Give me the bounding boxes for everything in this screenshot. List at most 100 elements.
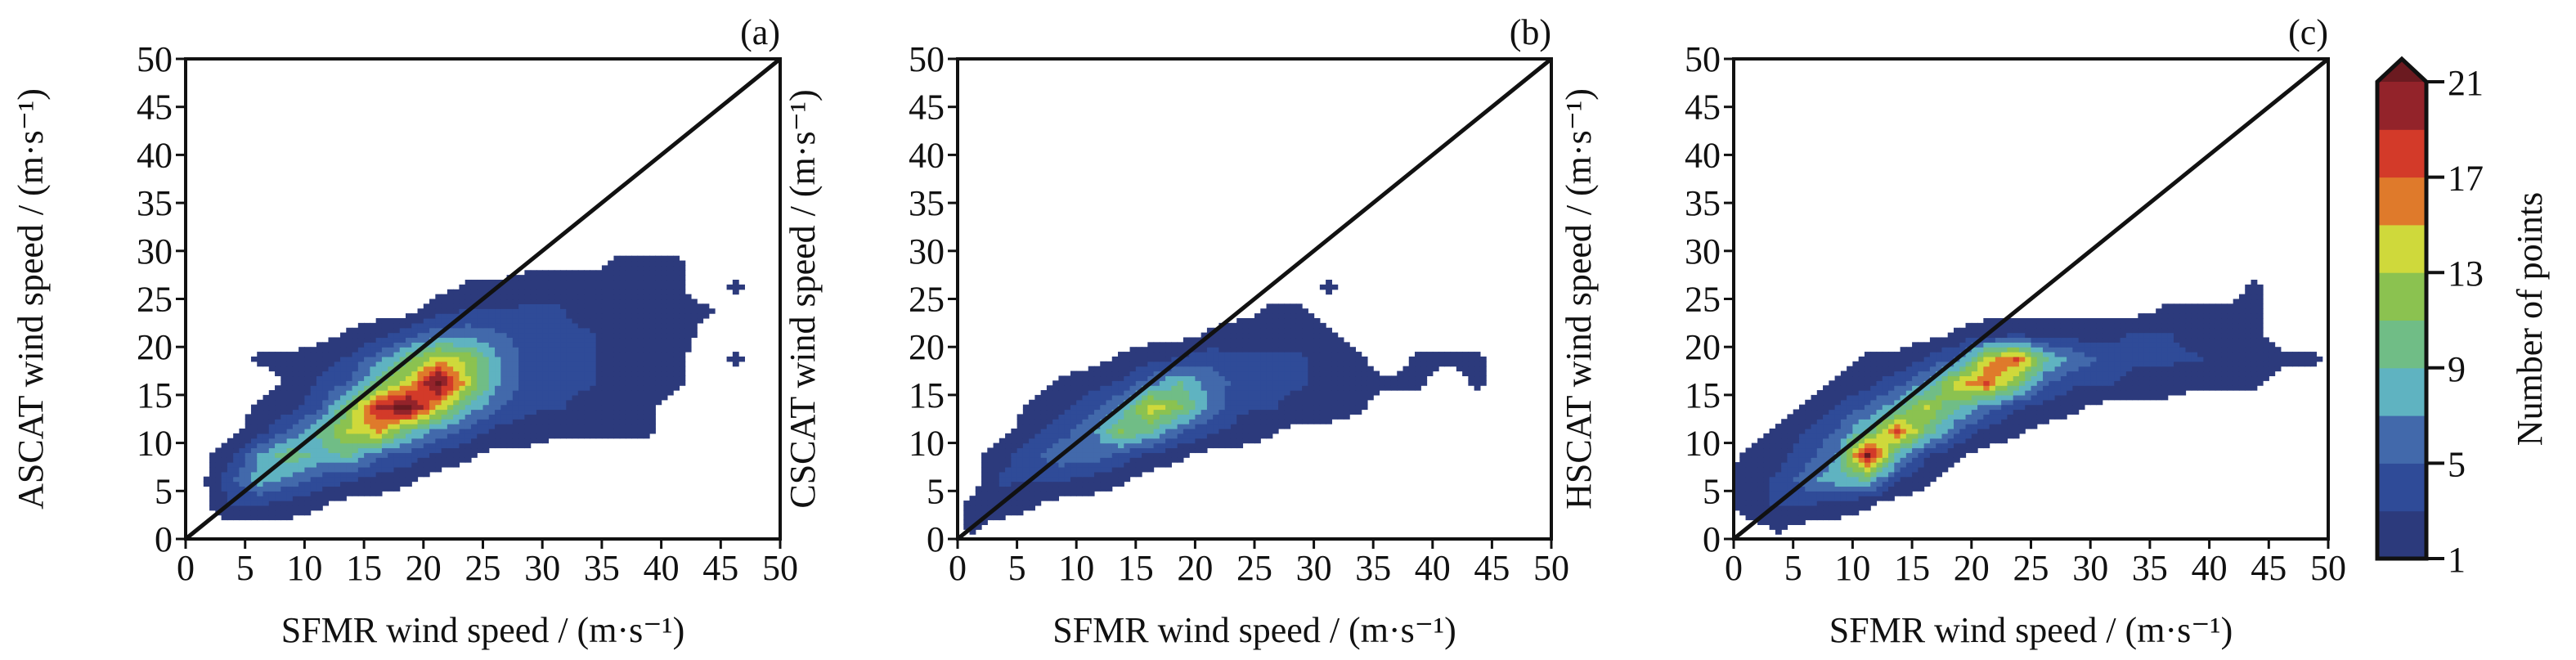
density-cell bbox=[1278, 370, 1285, 377]
density-cell bbox=[477, 424, 484, 429]
density-cell bbox=[1876, 491, 1883, 496]
density-cell bbox=[1129, 347, 1137, 352]
density-cell bbox=[447, 380, 454, 386]
density-cell bbox=[637, 265, 644, 271]
density-cell bbox=[1016, 428, 1024, 434]
density-cell bbox=[560, 404, 567, 411]
density-cell bbox=[506, 284, 514, 290]
density-cell bbox=[584, 370, 590, 377]
density-cell bbox=[1153, 394, 1160, 401]
density-cell bbox=[459, 438, 466, 444]
density-cell bbox=[1165, 414, 1172, 420]
density-cell bbox=[673, 280, 680, 285]
density-cell bbox=[340, 352, 347, 357]
density-cell bbox=[464, 409, 472, 415]
density-cell bbox=[536, 419, 543, 424]
density-cell bbox=[666, 370, 674, 377]
density-cell bbox=[334, 452, 341, 458]
density-cell bbox=[453, 294, 460, 300]
density-cell bbox=[1308, 317, 1315, 324]
density-cell bbox=[1165, 352, 1172, 357]
density-cell bbox=[441, 447, 448, 453]
density-cell bbox=[1064, 491, 1071, 496]
density-cell bbox=[275, 399, 281, 406]
density-cell bbox=[1088, 390, 1095, 396]
density-cell bbox=[512, 299, 519, 304]
density-cell bbox=[1236, 424, 1244, 429]
density-cell bbox=[268, 486, 276, 492]
density-cell bbox=[655, 284, 662, 290]
density-cell bbox=[1135, 385, 1142, 391]
density-cell bbox=[1118, 428, 1124, 434]
density-cell bbox=[322, 394, 330, 401]
density-cell bbox=[999, 496, 1006, 501]
density-cell bbox=[702, 303, 710, 309]
density-cell bbox=[257, 452, 264, 458]
density-cell bbox=[1308, 337, 1315, 343]
density-cell bbox=[1183, 424, 1190, 429]
density-cell bbox=[1142, 380, 1148, 386]
density-cell bbox=[233, 438, 240, 444]
density-cell bbox=[346, 366, 353, 372]
density-cell bbox=[1888, 496, 1895, 501]
density-cell bbox=[322, 375, 330, 381]
density-cell bbox=[613, 313, 621, 319]
density-cell bbox=[310, 385, 317, 391]
density-cell bbox=[1171, 352, 1178, 357]
density-cell bbox=[1093, 438, 1101, 444]
density-cell bbox=[447, 332, 454, 339]
density-cell bbox=[1302, 399, 1308, 406]
density-cell bbox=[1076, 424, 1084, 429]
density-cell bbox=[1798, 466, 1806, 473]
density-cell bbox=[1236, 404, 1244, 411]
density-cell bbox=[1918, 442, 1925, 449]
density-cell bbox=[227, 462, 234, 468]
density-cell bbox=[346, 447, 353, 453]
density-cell bbox=[1106, 486, 1113, 492]
density-cell bbox=[590, 270, 597, 276]
density-cell bbox=[1834, 442, 1842, 449]
density-cell bbox=[673, 270, 680, 276]
density-cell bbox=[1088, 486, 1095, 492]
density-cell bbox=[441, 322, 448, 329]
density-cell bbox=[423, 442, 430, 449]
density-cell bbox=[613, 409, 621, 415]
x-tick-label: 0 bbox=[177, 548, 195, 588]
density-cell bbox=[1408, 385, 1416, 391]
density-cell bbox=[1070, 481, 1077, 487]
density-cell bbox=[429, 380, 436, 386]
density-cell bbox=[1266, 370, 1273, 377]
density-cell bbox=[1147, 394, 1155, 401]
density-cell bbox=[328, 481, 335, 487]
density-cell bbox=[1840, 491, 1847, 496]
density-cell bbox=[506, 442, 514, 449]
density-cell bbox=[268, 433, 276, 439]
density-cell bbox=[1769, 476, 1776, 483]
density-cell bbox=[673, 303, 680, 309]
density-cell bbox=[453, 433, 460, 439]
density-cell bbox=[1005, 505, 1012, 511]
density-cell bbox=[1847, 457, 1853, 463]
density-cell bbox=[1816, 442, 1824, 449]
density-cell bbox=[536, 347, 543, 352]
density-cell bbox=[1242, 433, 1250, 439]
density-cell bbox=[1230, 366, 1237, 372]
density-cell bbox=[613, 370, 621, 377]
density-cell bbox=[679, 380, 686, 386]
density-cell bbox=[429, 332, 436, 339]
density-cell bbox=[250, 466, 258, 473]
density-cell bbox=[215, 476, 222, 483]
density-cell bbox=[1236, 428, 1244, 434]
density-cell bbox=[388, 442, 395, 449]
density-cell bbox=[221, 471, 228, 478]
density-cell bbox=[370, 342, 377, 348]
density-cell bbox=[375, 375, 383, 381]
density-cell bbox=[1142, 361, 1148, 367]
density-cell bbox=[495, 380, 501, 386]
density-cell bbox=[1775, 471, 1782, 478]
density-cell bbox=[684, 294, 692, 300]
density-cell bbox=[1016, 501, 1024, 506]
density-cell bbox=[512, 347, 519, 352]
density-cell bbox=[1142, 352, 1148, 357]
density-cell bbox=[470, 409, 478, 415]
